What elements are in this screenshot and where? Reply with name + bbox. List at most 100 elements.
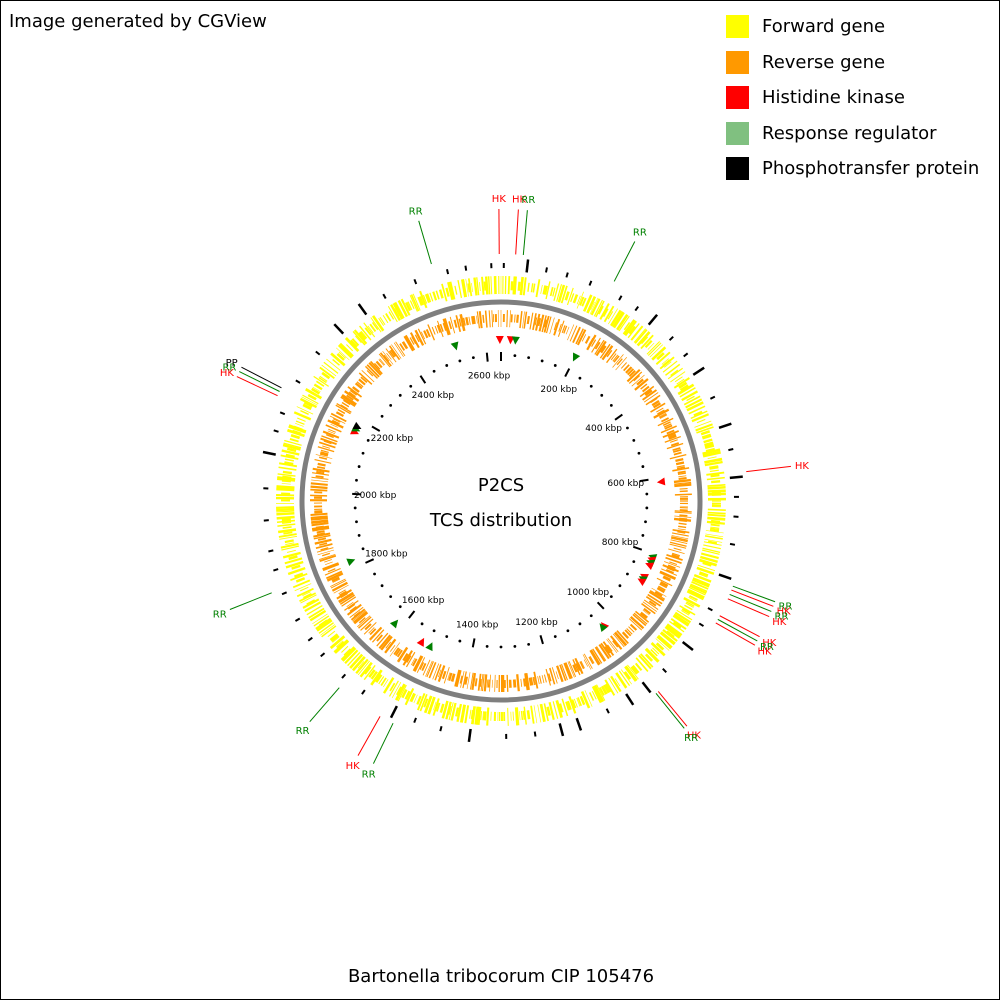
reverse-gene [674,515,692,518]
forward-gene [429,292,434,302]
ruler-label: 2600 kbp [468,372,511,382]
forward-gene [691,413,710,423]
forward-gene [704,441,714,447]
reverse-gene [651,399,660,407]
ruler-dot [458,359,462,363]
forward-gene [467,278,473,297]
reverse-gene [664,561,681,568]
ruler-dot [361,451,365,455]
reverse-gene [671,553,680,559]
forward-gene [315,380,325,387]
reverse-gene [520,678,523,687]
forward-gene [662,359,670,366]
forward-gene [347,651,361,667]
ruler-label: 600 kbp [607,479,644,489]
ruler-label: 1800 kbp [365,549,408,559]
reverse-gene [393,342,404,358]
reverse-gene [419,662,425,670]
reverse-gene [656,407,664,413]
forward-gene [530,283,534,293]
reverse-gene [564,662,573,679]
reverse-gene [312,467,330,473]
reverse-gene [393,647,400,655]
reverse-gene [312,526,330,532]
forward-gene [711,480,721,484]
forward-gene [283,442,302,449]
forward-gene [392,302,404,320]
tick-mark [413,278,418,285]
forward-gene [311,387,321,395]
reverse-gene [674,510,692,513]
reverse-gene [346,603,362,616]
ruler-label: 1400 kbp [456,621,499,631]
reverse-gene [534,317,538,326]
ruler-dot [409,384,413,388]
forward-gene [474,706,480,725]
reverse-gene [325,561,333,565]
reverse-gene [452,673,456,682]
forward-gene [413,694,418,704]
reverse-gene [378,353,391,368]
reverse-gene [317,537,327,541]
forward-gene [691,581,709,590]
reverse-gene [522,311,525,329]
reverse-gene [405,655,412,663]
reverse-gene [678,477,687,480]
reverse-gene [647,593,663,605]
forward-gene [321,371,331,380]
reverse-gene [451,673,456,682]
reverse-gene [541,675,545,684]
forward-gene [689,595,698,601]
reverse-gene [486,679,489,688]
ruler-dot [389,403,393,407]
forward-gene [344,337,360,352]
forward-gene [404,688,415,706]
reverse-gene [319,553,336,560]
reverse-gene [665,556,682,565]
forward-gene [288,555,298,560]
forward-gene [522,710,526,720]
forward-gene [308,607,325,619]
forward-gene [330,634,340,643]
forward-gene [476,706,480,725]
reverse-gene [477,673,482,691]
reverse-gene [668,433,677,439]
reverse-gene [610,353,617,361]
reverse-gene [352,610,367,622]
reverse-gene [322,563,340,572]
forward-gene [623,322,631,331]
reverse-gene [523,678,527,687]
reverse-gene [679,514,688,517]
reverse-gene [330,579,347,589]
ruler-major-tick [419,375,427,384]
forward-gene [661,358,669,365]
ruler-dot [445,635,449,638]
forward-gene [618,670,631,687]
forward-gene [389,682,396,692]
ruler-dot [609,403,613,407]
forward-gene [564,291,570,301]
forward-gene [572,294,579,304]
reverse-gene [488,310,491,328]
forward-gene [355,658,369,674]
forward-gene [281,449,300,456]
forward-gene [579,695,586,706]
tick-mark [320,652,326,658]
reverse-gene [580,660,585,669]
forward-gene [655,638,670,651]
forward-gene [289,438,299,443]
forward-gene [592,685,603,703]
reverse-gene [677,528,686,531]
forward-gene [576,291,585,309]
forward-gene [315,617,332,631]
ruler-label: 1200 kbp [515,618,558,628]
forward-gene [700,430,711,436]
ruler-dot [578,622,582,626]
reverse-gene [341,401,350,408]
reverse-gene [676,461,685,466]
forward-gene [640,334,654,350]
forward-gene [388,311,395,320]
forward-gene [277,476,296,480]
ruler-dot [527,642,531,646]
